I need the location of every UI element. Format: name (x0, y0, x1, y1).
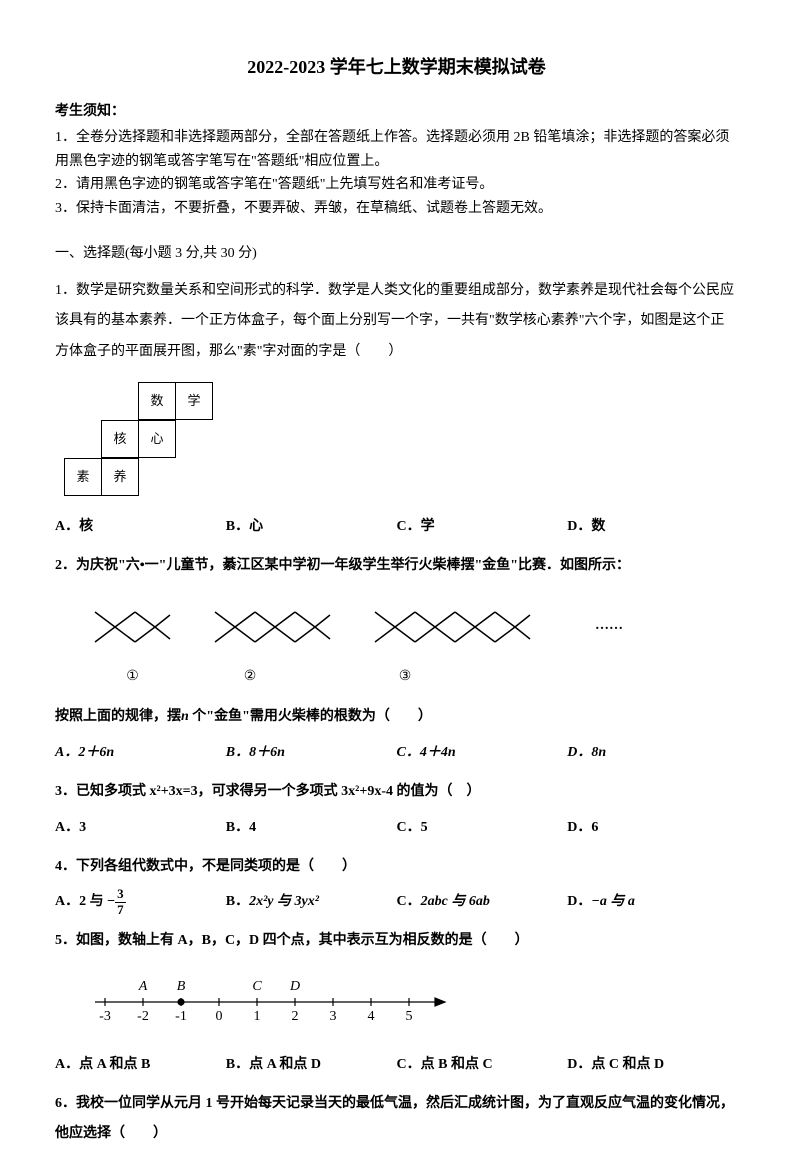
question-2-options: A．2＋6n B．8＋6n C．4＋4n D．8n (55, 738, 738, 769)
svg-text:C: C (252, 979, 262, 994)
q3-option-b: B．4 (226, 813, 397, 844)
question-3-text: 3．已知多项式 x²+3x=3，可求得另一个多项式 3x²+9x-4 的值为（ … (55, 777, 738, 808)
cube-cell-xin: 心 (138, 420, 176, 458)
svg-text:-3: -3 (99, 1009, 111, 1024)
cube-cell-xue: 学 (175, 382, 213, 420)
question-3: 3．已知多项式 x²+3x=3，可求得另一个多项式 3x²+9x-4 的值为（ … (55, 777, 738, 844)
q1-option-a: A．核 (55, 512, 226, 543)
question-6: 6．我校一位同学从元月 1 号开始每天记录当天的最低气温，然后汇成统计图，为了直… (55, 1089, 738, 1150)
number-line-svg: -3 -2 -1 0 1 2 3 4 5 A B C D (85, 972, 465, 1027)
section-1-header: 一、选择题(每小题 3 分,共 30 分) (55, 241, 738, 268)
q2-option-a: A．2＋6n (55, 738, 226, 769)
notice-line-3: 3．保持卡面清洁，不要折叠，不要弄破、弄皱，在草稿纸、试题卷上答题无效。 (55, 197, 738, 221)
question-5: 5．如图，数轴上有 A，B，C，D 四个点，其中表示互为相反数的是（ ） -3-… (55, 926, 738, 1080)
cube-cell-shu: 数 (138, 382, 176, 420)
q1-option-c: C．学 (397, 512, 568, 543)
fish-label-2: ② (180, 662, 320, 693)
notice-header: 考生须知： (55, 99, 738, 126)
svg-text:D: D (289, 979, 300, 994)
cube-cell-yang: 养 (101, 458, 139, 496)
question-4-text: 4．下列各组代数式中，不是同类项的是（ ） (55, 852, 738, 883)
q4-option-d: D．−a 与 a (567, 887, 738, 918)
q2-option-b: B．8＋6n (226, 738, 397, 769)
svg-text:A: A (138, 979, 148, 994)
q5-option-c: C．点 B 和点 C (397, 1050, 568, 1081)
svg-text:2: 2 (292, 1009, 299, 1024)
question-1-options: A．核 B．心 C．学 D．数 (55, 512, 738, 543)
q2-option-d: D．8n (567, 738, 738, 769)
fish-ellipsis: …… (595, 611, 623, 642)
cube-cell-su: 素 (64, 458, 102, 496)
page-title: 2022-2023 学年七上数学期末模拟试卷 (55, 50, 738, 84)
svg-text:-2: -2 (137, 1009, 149, 1024)
q3-option-c: C．5 (397, 813, 568, 844)
q4-option-c: C．2abc 与 6ab (397, 887, 568, 918)
q5-option-b: B．点 A 和点 D (226, 1050, 397, 1081)
question-1: 1．数学是研究数量关系和空间形式的科学．数学是人类文化的重要组成部分，数学素养是… (55, 276, 738, 543)
question-2-subtext: 按照上面的规律，摆n 个"金鱼"需用火柴棒的根数为（ ） (55, 702, 738, 733)
fish-label-1: ① (85, 662, 180, 693)
svg-text:3: 3 (330, 1009, 337, 1024)
question-6-text: 6．我校一位同学从元月 1 号开始每天记录当天的最低气温，然后汇成统计图，为了直… (55, 1089, 738, 1150)
fish-svg (85, 597, 585, 657)
fish-labels: ① ② ③ (85, 662, 738, 693)
fish-diagram: …… (85, 597, 738, 657)
question-4-options: A．2 与 −37 B．2x²y 与 3yx² C．2abc 与 6ab D．−… (55, 887, 738, 918)
svg-text:1: 1 (254, 1009, 261, 1024)
question-1-text: 1．数学是研究数量关系和空间形式的科学．数学是人类文化的重要组成部分，数学素养是… (55, 276, 738, 368)
q3-option-d: D．6 (567, 813, 738, 844)
question-4: 4．下列各组代数式中，不是同类项的是（ ） A．2 与 −37 B．2x²y 与… (55, 852, 738, 919)
question-3-options: A．3 B．4 C．5 D．6 (55, 813, 738, 844)
q4-option-a: A．2 与 −37 (55, 887, 226, 918)
q2-option-c: C．4＋4n (397, 738, 568, 769)
svg-text:0: 0 (216, 1009, 223, 1024)
question-2: 2．为庆祝"六•一"儿童节，綦江区某中学初一年级学生举行火柴棒摆"金鱼"比赛．如… (55, 551, 738, 769)
svg-text:5: 5 (406, 1009, 413, 1024)
svg-text:4: 4 (368, 1009, 375, 1024)
svg-text:-1: -1 (175, 1009, 187, 1024)
fish-label-3: ③ (320, 662, 490, 693)
number-line-diagram: -3 -2 -1 0 1 2 3 4 5 A B C D (85, 972, 738, 1040)
q5-option-d: D．点 C 和点 D (567, 1050, 738, 1081)
notice-line-2: 2．请用黑色字迹的钢笔或答字笔在"答题纸"上先填写姓名和准考证号。 (55, 173, 738, 197)
q3-option-a: A．3 (55, 813, 226, 844)
notice-line-1: 1．全卷分选择题和非选择题两部分，全部在答题纸上作答。选择题必须用 2B 铅笔填… (55, 126, 738, 174)
question-2-text: 2．为庆祝"六•一"儿童节，綦江区某中学初一年级学生举行火柴棒摆"金鱼"比赛．如… (55, 551, 738, 582)
cube-net-diagram: 数 学 核 心 素 养 (65, 383, 738, 497)
cube-cell-he: 核 (101, 420, 139, 458)
question-5-options: A．点 A 和点 B B．点 A 和点 D C．点 B 和点 C D．点 C 和… (55, 1050, 738, 1081)
q1-option-d: D．数 (567, 512, 738, 543)
q5-option-a: A．点 A 和点 B (55, 1050, 226, 1081)
notice-block: 考生须知： 1．全卷分选择题和非选择题两部分，全部在答题纸上作答。选择题必须用 … (55, 99, 738, 221)
svg-text:B: B (177, 979, 186, 994)
q4-option-b: B．2x²y 与 3yx² (226, 887, 397, 918)
question-5-text: 5．如图，数轴上有 A，B，C，D 四个点，其中表示互为相反数的是（ ） (55, 926, 738, 957)
q1-option-b: B．心 (226, 512, 397, 543)
